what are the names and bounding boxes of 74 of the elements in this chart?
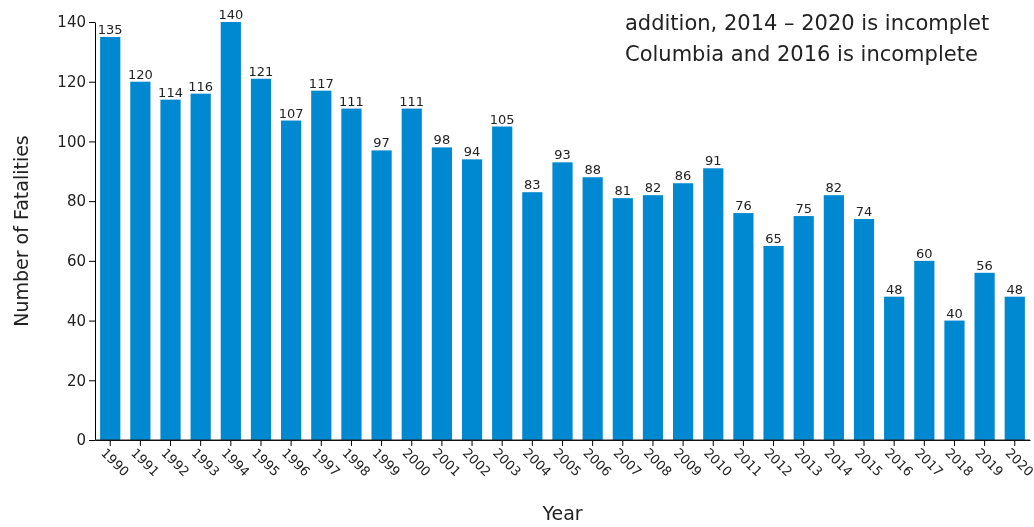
bar xyxy=(341,108,362,440)
bar xyxy=(492,126,513,440)
bar xyxy=(733,213,754,440)
bar xyxy=(944,320,965,440)
data-label: 48 xyxy=(885,281,903,297)
data-label: 105 xyxy=(489,111,515,127)
data-label: 65 xyxy=(765,230,782,246)
bar xyxy=(793,216,814,440)
data-label: 111 xyxy=(339,93,364,109)
data-label: 117 xyxy=(308,75,334,91)
bar xyxy=(763,245,784,440)
bar xyxy=(250,78,272,440)
bar xyxy=(642,195,664,440)
y-tick-label: 100 xyxy=(57,132,86,151)
x-axis-title: Year xyxy=(541,502,583,524)
data-label: 93 xyxy=(554,147,571,163)
bar xyxy=(823,195,844,440)
bar xyxy=(371,150,392,440)
y-tick-label: 40 xyxy=(66,311,86,330)
bar xyxy=(130,81,151,440)
data-label: 76 xyxy=(735,198,752,214)
data-label: 56 xyxy=(976,257,993,273)
data-label: 82 xyxy=(825,180,843,196)
annotation: addition, 2014 – 2020 is incomplet xyxy=(625,11,990,35)
data-label: 98 xyxy=(433,132,451,148)
data-label: 140 xyxy=(218,7,244,22)
bar xyxy=(461,159,483,440)
bar xyxy=(1004,296,1025,440)
bar xyxy=(582,177,603,440)
y-tick-label: 0 xyxy=(76,431,86,450)
bar xyxy=(673,183,694,440)
bar xyxy=(311,90,332,440)
data-label: 114 xyxy=(158,84,183,100)
data-label: 120 xyxy=(127,66,153,82)
data-label: 75 xyxy=(795,201,812,217)
bar xyxy=(190,93,211,440)
data-label: 107 xyxy=(278,105,304,121)
bar xyxy=(100,36,121,440)
y-tick-label: 120 xyxy=(57,73,86,92)
data-label: 88 xyxy=(584,162,601,178)
y-tick-label: 60 xyxy=(66,252,86,271)
data-label: 86 xyxy=(674,168,692,184)
data-label: 97 xyxy=(373,135,390,151)
bar xyxy=(914,260,935,440)
bar xyxy=(281,120,302,440)
y-tick-label: 80 xyxy=(66,192,86,211)
data-label: 116 xyxy=(188,78,214,94)
data-label: 81 xyxy=(614,183,632,199)
bar xyxy=(884,296,905,440)
bar xyxy=(552,162,573,440)
bar xyxy=(703,168,724,440)
data-label: 121 xyxy=(248,63,274,79)
data-label: 94 xyxy=(463,144,481,160)
data-label: 111 xyxy=(399,93,425,109)
y-tick-label: 20 xyxy=(66,371,86,390)
data-label: 48 xyxy=(1006,281,1024,297)
annotation: Columbia and 2016 is incomplete xyxy=(625,42,978,66)
data-label: 91 xyxy=(704,153,722,169)
data-label: 135 xyxy=(97,21,123,37)
data-label: 82 xyxy=(644,180,662,196)
bar xyxy=(220,22,241,440)
bar xyxy=(612,198,633,440)
bar xyxy=(431,147,452,440)
bar xyxy=(160,99,181,440)
y-tick-label: 140 xyxy=(57,13,86,32)
data-label: 40 xyxy=(946,305,963,321)
bar xyxy=(522,192,543,440)
bar xyxy=(974,272,995,440)
bar xyxy=(853,219,875,440)
bar xyxy=(401,108,422,440)
data-label: 60 xyxy=(916,245,933,261)
data-label: 83 xyxy=(524,177,541,193)
y-axis-title: Number of Fatalities xyxy=(10,135,32,327)
data-label: 74 xyxy=(855,204,873,220)
